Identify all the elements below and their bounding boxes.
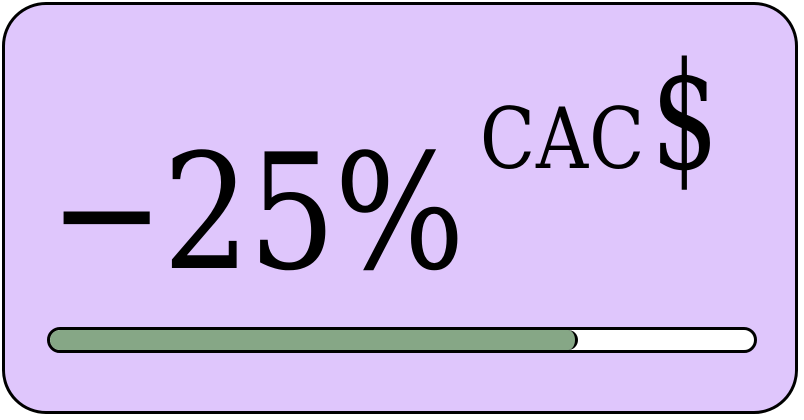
kpi-label: CAC <box>479 90 645 188</box>
kpi-card: CAC $ −25% <box>2 2 798 414</box>
progress-fill <box>50 330 578 350</box>
progress-bar <box>47 327 757 353</box>
kpi-label-group: CAC $ <box>453 43 745 191</box>
dollar-sign-icon: $ <box>650 31 719 203</box>
kpi-value: −25% <box>49 119 465 306</box>
